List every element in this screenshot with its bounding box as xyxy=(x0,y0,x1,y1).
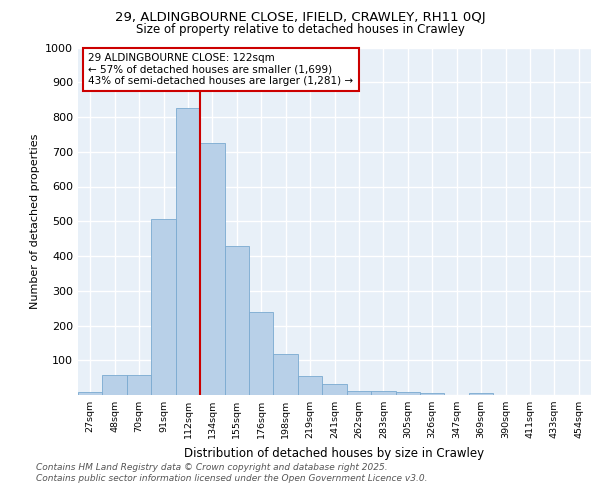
Bar xyxy=(151,219,176,395)
Text: 29, ALDINGBOURNE CLOSE, IFIELD, CRAWLEY, RH11 0QJ: 29, ALDINGBOURNE CLOSE, IFIELD, CRAWLEY,… xyxy=(115,11,485,24)
Bar xyxy=(420,394,445,395)
Y-axis label: Number of detached properties: Number of detached properties xyxy=(29,134,40,309)
Bar xyxy=(298,376,322,395)
Text: Size of property relative to detached houses in Crawley: Size of property relative to detached ho… xyxy=(136,22,464,36)
Bar xyxy=(127,375,151,395)
Bar xyxy=(103,375,127,395)
Bar xyxy=(469,394,493,395)
Bar xyxy=(249,312,274,395)
Bar xyxy=(322,384,347,395)
Bar xyxy=(274,354,298,395)
Text: 29 ALDINGBOURNE CLOSE: 122sqm
← 57% of detached houses are smaller (1,699)
43% o: 29 ALDINGBOURNE CLOSE: 122sqm ← 57% of d… xyxy=(88,52,353,86)
Bar xyxy=(200,143,224,395)
Bar xyxy=(176,108,200,395)
Bar xyxy=(371,391,395,395)
X-axis label: Distribution of detached houses by size in Crawley: Distribution of detached houses by size … xyxy=(184,446,485,460)
Bar xyxy=(224,246,249,395)
Text: Contains HM Land Registry data © Crown copyright and database right 2025.: Contains HM Land Registry data © Crown c… xyxy=(36,462,388,471)
Bar xyxy=(347,391,371,395)
Text: Contains public sector information licensed under the Open Government Licence v3: Contains public sector information licen… xyxy=(36,474,427,483)
Bar xyxy=(395,392,420,395)
Bar xyxy=(78,392,103,395)
